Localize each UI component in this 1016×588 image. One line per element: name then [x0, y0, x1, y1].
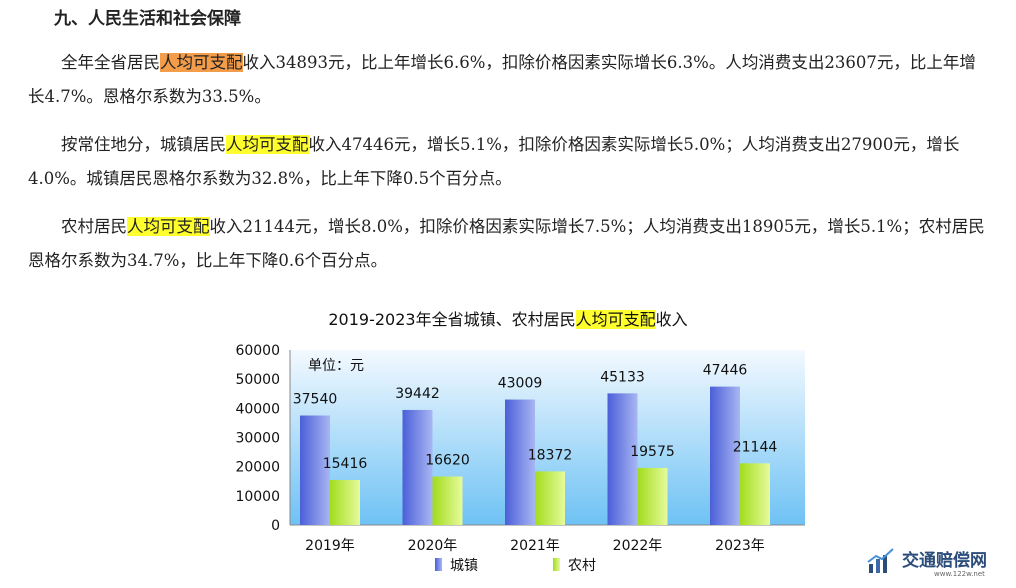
site-watermark: 交通赔偿网 www.122w.net [866, 544, 1006, 582]
bar-urban [300, 415, 330, 525]
bar-rural [740, 463, 770, 525]
legend-label-rural: 农村 [568, 558, 596, 574]
chart-title-highlight: 人均可支配 [575, 310, 656, 329]
data-label-urban: 47446 [703, 363, 748, 379]
data-label-rural: 16620 [425, 453, 470, 469]
p1-highlight: 人均可支配 [160, 53, 243, 72]
bar-urban [710, 386, 740, 525]
legend-swatch-rural [553, 558, 560, 571]
y-tick-label: 60000 [235, 343, 280, 359]
section-heading: 九、人民生活和社会保障 [54, 9, 241, 29]
data-label-urban: 37540 [293, 392, 338, 408]
x-tick-label: 2022年 [613, 538, 663, 554]
watermark-url: www.122w.net [934, 570, 985, 578]
data-label-rural: 19575 [630, 444, 675, 460]
watermark-name: 交通赔偿网 [902, 551, 987, 571]
bar-rural [330, 480, 360, 525]
paragraph-rural-income: 农村居民人均可支配收入21144元，增长8.0%，扣除价格因素实际增长7.5%；… [28, 210, 988, 278]
bar-series: 37540 15416 39442 16620 43009 18372 45133 19575… [293, 363, 778, 525]
p1-text-before: 全年全省居民 [61, 53, 160, 72]
paragraph-overall-income: 全年全省居民人均可支配收入34893元，比上年增长6.6%，扣除价格因素实际增长… [28, 46, 988, 114]
data-label-urban: 45133 [600, 369, 645, 385]
x-tick-label: 2019年 [305, 538, 355, 554]
y-tick-labels: 0 10000 20000 30000 40000 50000 60000 [235, 343, 280, 534]
legend-swatch-urban [435, 558, 442, 571]
p3-highlight: 人均可支配 [127, 217, 210, 236]
chart-title-after: 收入 [655, 310, 688, 329]
p3-text-before: 农村居民 [61, 217, 127, 236]
bar-rural [432, 476, 463, 525]
bar-urban [607, 393, 638, 525]
x-tick-labels: 2019年 2020年 2021年 2022年 2023年 [305, 538, 765, 554]
data-label-rural: 21144 [733, 439, 778, 455]
legend: 城镇 农村 [435, 558, 596, 574]
data-label-urban: 39442 [395, 386, 440, 402]
y-tick-label: 40000 [235, 401, 280, 417]
p3-text-after: 收入21144元，增长8.0%，扣除价格因素实际增长7.5%；人均消费支出189… [28, 217, 985, 270]
y-tick-label: 50000 [235, 372, 280, 388]
data-label-rural: 15416 [323, 456, 368, 472]
p2-text-after: 收入47446元，增长5.1%，扣除价格因素实际增长5.0%；人均消费支出279… [28, 135, 960, 188]
income-bar-chart: 单位：元 0 10000 20000 30000 40000 50000 60000 375… [235, 343, 805, 574]
p2-text-before: 按常住地分，城镇居民 [61, 135, 226, 154]
y-tick-label: 20000 [235, 460, 280, 476]
y-tick-label: 30000 [235, 431, 280, 447]
bar-rural [535, 471, 565, 525]
p1-text-after: 收入34893元，比上年增长6.6%，扣除价格因素实际增长6.3%。人均消费支出… [28, 53, 976, 106]
data-label-urban: 43009 [498, 376, 543, 392]
chart-title-before: 2019-2023年全省城镇、农村居民 [328, 310, 576, 329]
data-label-rural: 18372 [528, 447, 573, 463]
unit-label: 单位：元 [308, 358, 364, 374]
x-tick-label: 2021年 [510, 538, 560, 554]
y-tick-label: 10000 [235, 489, 280, 505]
legend-label-urban: 城镇 [450, 558, 478, 574]
p2-highlight: 人均可支配 [226, 135, 309, 154]
bar-urban [402, 409, 433, 525]
x-tick-label: 2023年 [715, 538, 765, 554]
bar-urban [505, 399, 535, 525]
y-tick-label: 0 [271, 518, 280, 534]
chart-trend-logo-icon [867, 548, 894, 573]
x-tick-label: 2020年 [408, 538, 458, 554]
bar-rural [637, 467, 668, 525]
paragraph-urban-income: 按常住地分，城镇居民人均可支配收入47446元，增长5.1%，扣除价格因素实际增… [28, 128, 988, 196]
chart-title: 2019-2023年全省城镇、农村居民人均可支配收入 [0, 306, 1016, 330]
